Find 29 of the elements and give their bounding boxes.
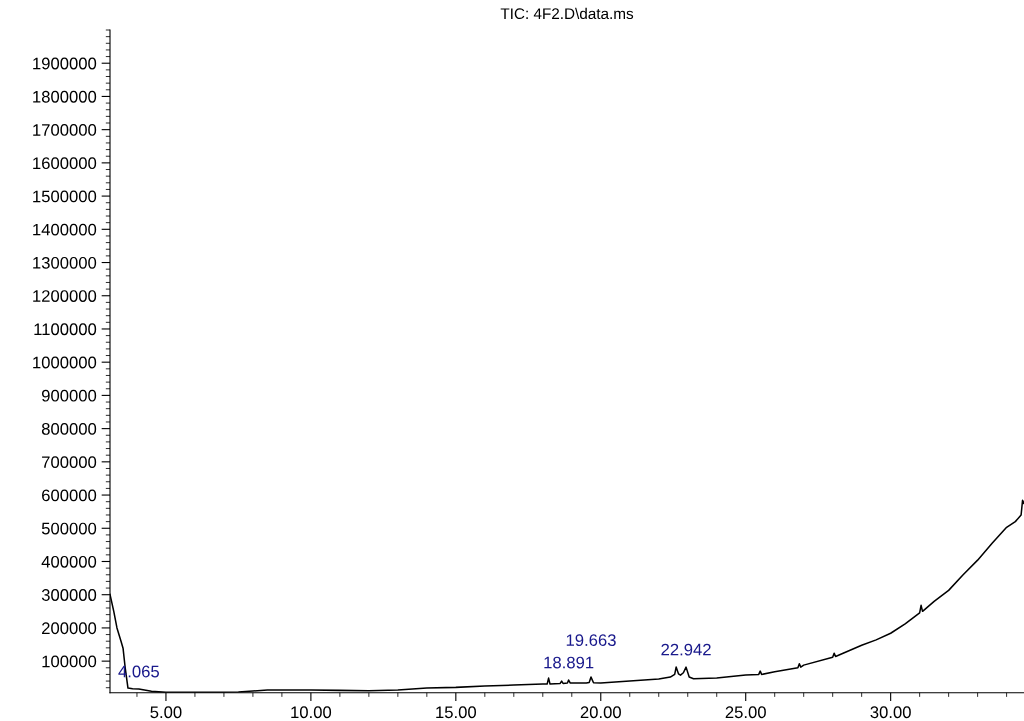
y-tick-label: 300000 [41,589,97,601]
annotation: 22.942 [661,643,711,656]
y-tick-label: 1100000 [34,323,97,336]
y-tick-label: 1600000 [33,157,97,170]
y-tick-label: 400000 [41,555,97,568]
y-tick-label: 1500000 [33,190,97,203]
x-tick-label: 15.00 [436,706,477,719]
x-tick-label: 25.00 [725,706,766,719]
chart-title: TIC: 4F2.D\data.ms [500,7,634,20]
x-tick-label: 20.00 [580,706,621,719]
y-tick-label: 1200000 [33,290,97,302]
y-tick-label: 500000 [41,522,97,535]
y-tick-label: 1900000 [33,57,97,70]
y-tick-label: 600000 [42,489,97,502]
y-tick-label: 200000 [42,622,97,635]
y-tick-label: 900000 [41,389,97,402]
y-tick-label: 100000 [42,655,97,668]
annotation: 18.891 [544,656,594,669]
y-tick-label: 1400000 [33,223,97,236]
x-tick-label: 30.00 [870,706,911,719]
y-tick-label: 700000 [42,456,97,469]
y-tick-label: 1300000 [33,256,97,269]
y-tick-label: 800000 [41,423,97,435]
y-tick-label: 1700000 [33,124,97,136]
x-tick-label: 10.00 [291,706,332,719]
x-tick-label: 5.00 [150,706,182,719]
annotation: 19.663 [566,634,616,647]
y-tick-label: 1000000 [33,356,97,369]
y-tick-label: 1800000 [33,90,97,103]
